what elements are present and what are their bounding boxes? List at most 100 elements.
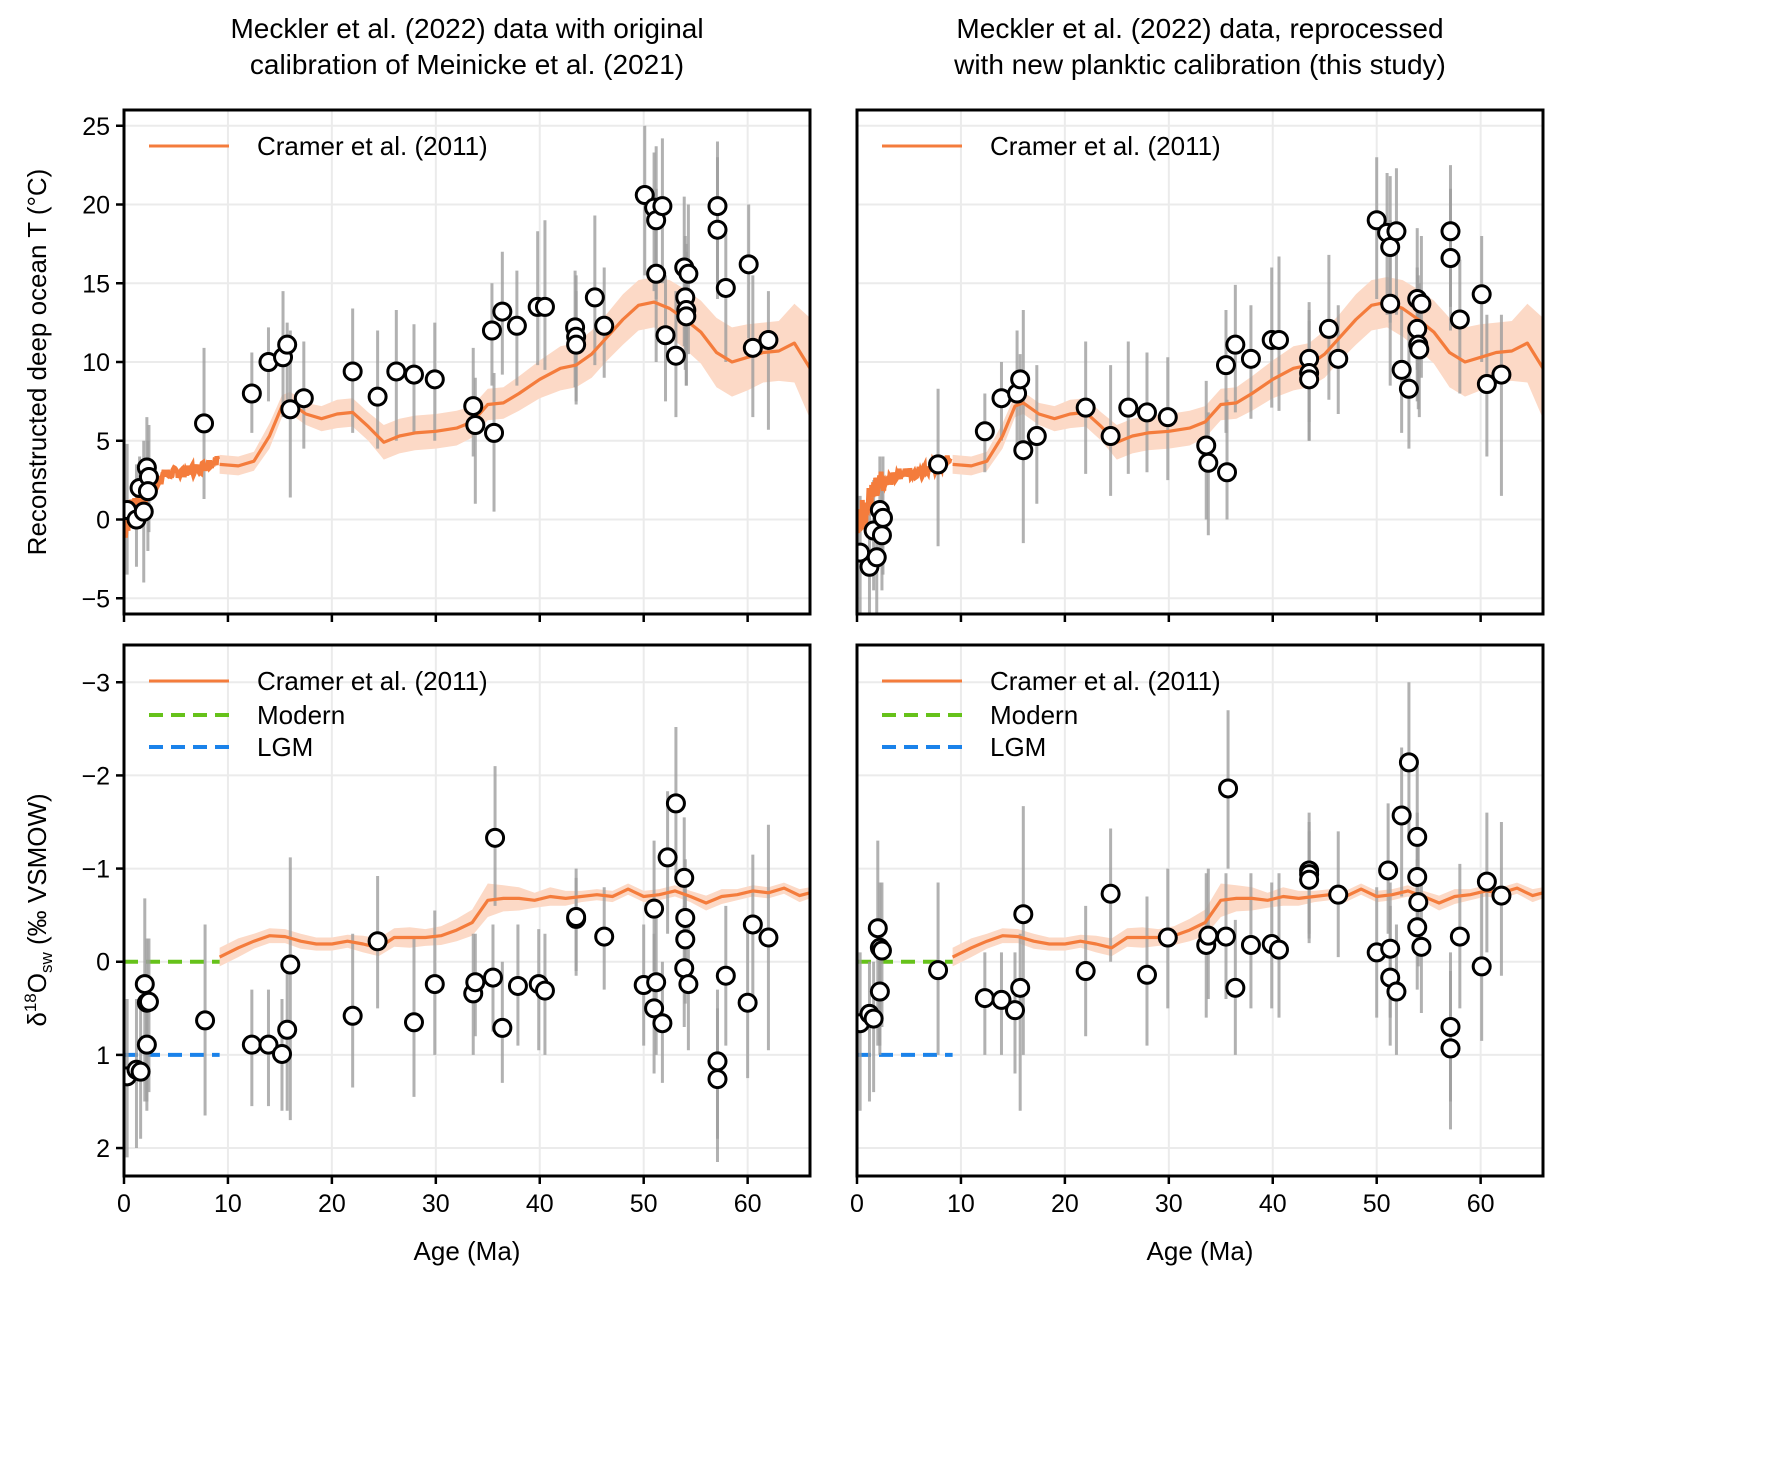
data-point — [675, 929, 696, 950]
data-point — [928, 960, 949, 981]
data-point — [1157, 927, 1178, 948]
y-tick-label: −2 — [81, 762, 110, 790]
x-tick-label: 30 — [422, 1190, 450, 1218]
y-tick-label: −5 — [81, 585, 110, 613]
data-point — [657, 847, 678, 868]
data-point — [280, 954, 301, 975]
data-point — [1075, 961, 1096, 982]
data-point — [1100, 883, 1121, 904]
data-point — [1411, 293, 1432, 314]
data-point — [871, 525, 892, 546]
ylabel-bottom-suffix: (‰ VSMOW) — [22, 793, 52, 952]
data-point — [1440, 1038, 1461, 1059]
cramer-line — [218, 886, 810, 959]
data-point — [367, 386, 388, 407]
legend-label-modern: Modern — [990, 700, 1078, 730]
axes-frame — [855, 643, 1545, 1178]
x-tick-label: 60 — [734, 1190, 762, 1218]
data-point — [258, 1034, 279, 1055]
data-point — [737, 992, 758, 1013]
data-point — [507, 975, 528, 996]
data-point — [1215, 926, 1236, 947]
data-point — [566, 907, 587, 928]
data-point — [386, 361, 407, 382]
y-tick-label: 10 — [82, 349, 110, 377]
data-point — [465, 972, 486, 993]
data-point — [138, 991, 159, 1012]
panel-d18osw-reprocessed: 0 10 20 30 40 50 60 Cramer et al. (2011) ModernL… — [850, 643, 1545, 1218]
y-tick-label: 1 — [96, 1042, 110, 1070]
data-point — [594, 926, 615, 947]
data-point — [1004, 1000, 1025, 1021]
data-point — [1299, 869, 1320, 890]
data-point — [674, 958, 695, 979]
data-point — [867, 918, 888, 939]
data-point — [1026, 426, 1047, 447]
data-point — [293, 388, 314, 409]
data-point — [130, 1061, 151, 1082]
data-point — [678, 263, 699, 284]
data-point — [1013, 904, 1034, 925]
data-point — [241, 1034, 262, 1055]
col-title-right-line1: Meckler et al. (2022) data, reprocessed — [956, 13, 1443, 44]
plot-area — [857, 645, 1543, 1176]
data-point — [277, 334, 298, 355]
x-tick-label: 10 — [947, 1190, 975, 1218]
data-point — [646, 972, 667, 993]
data-point — [1449, 926, 1470, 947]
data-point — [482, 967, 503, 988]
data-point — [241, 383, 262, 404]
xlabel-left: Age (Ma) — [414, 1236, 521, 1266]
data-point — [492, 301, 513, 322]
x-tick-label: 0 — [850, 1190, 864, 1218]
cramer-line — [952, 300, 1543, 468]
data-point — [1476, 871, 1497, 892]
data-point — [1409, 339, 1430, 360]
data-point — [1491, 885, 1512, 906]
data-point — [1440, 221, 1461, 242]
data-point — [271, 1043, 292, 1064]
data-point — [872, 507, 893, 528]
data-point — [1118, 397, 1139, 418]
y-tick-label: 20 — [82, 192, 110, 220]
data-point — [1407, 866, 1428, 887]
legend-label-cramer: Cramer et al. (2011) — [257, 131, 488, 161]
data-point — [1398, 752, 1419, 773]
data-point — [1013, 440, 1034, 461]
legend: Cramer et al. (2011) — [149, 131, 488, 161]
ylabel-bottom-prefix: δ — [22, 1012, 52, 1026]
data-point — [1010, 369, 1031, 390]
cramer-uncertainty-band — [952, 277, 1543, 476]
legend-label-cramer: Cramer et al. (2011) — [990, 666, 1221, 696]
data-point — [1215, 355, 1236, 376]
ylabel-top: Reconstructed deep ocean T (°C) — [22, 169, 52, 556]
data-point — [665, 793, 686, 814]
data-point — [1440, 248, 1461, 269]
plot-area — [124, 110, 810, 614]
y-tick-label: 15 — [82, 270, 110, 298]
ylabel-bottom-sup: 18 — [21, 993, 40, 1012]
data-point — [655, 325, 676, 346]
legend-label-lgm: LGM — [257, 732, 313, 762]
data-point — [707, 196, 728, 217]
plot-area — [857, 110, 1543, 614]
x-tick-label: 40 — [526, 1190, 554, 1218]
data-point — [277, 1019, 298, 1040]
data-point — [367, 931, 388, 952]
data-point — [506, 315, 527, 336]
data-point — [342, 361, 363, 382]
x-tick-label: 10 — [214, 1190, 242, 1218]
data-point — [646, 263, 667, 284]
data-point — [195, 1010, 216, 1031]
data-point — [534, 296, 555, 317]
y-tick-label: 5 — [96, 428, 110, 456]
data-point — [652, 1013, 673, 1034]
data-point — [1476, 374, 1497, 395]
data-point — [866, 547, 887, 568]
data-point — [707, 219, 728, 240]
data-point — [644, 998, 665, 1019]
data-point — [758, 329, 779, 350]
col-title-left-line1: Meckler et al. (2022) data with original — [230, 13, 703, 44]
legend-label-cramer: Cramer et al. (2011) — [990, 131, 1221, 161]
